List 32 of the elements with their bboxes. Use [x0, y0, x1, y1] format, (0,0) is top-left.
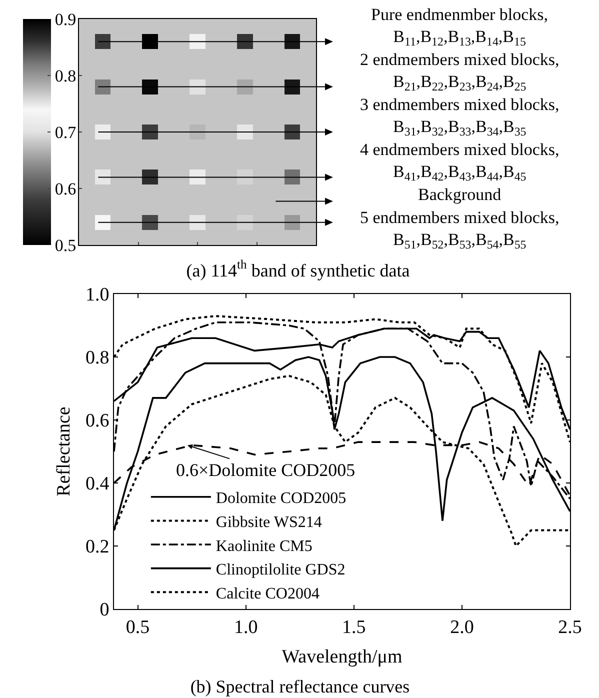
- text: 4 endmembers mixed blocks, B$_{41}$,B$_{42}$,B$_{43}$,B$_{44}$,B$_{45}$: [360, 140, 560, 184]
- color-bar-label: 0.7: [54, 122, 77, 142]
- legend-label: Gibbsite WS214: [216, 514, 322, 531]
- legend-label: Clinoptilolite GDS2: [216, 562, 346, 579]
- legend-label: Kaolinite CM5: [216, 538, 312, 555]
- x-tick-label: 2.5: [558, 616, 582, 638]
- color-bar-label: 0.9: [54, 10, 76, 29]
- y-tick-label: 0.8: [85, 348, 110, 369]
- y-tick-label: 0.4: [85, 474, 110, 495]
- text: 5 endmembers mixed blocks, B$_{51}$,B$_{52}$,B$_{53}$,B$_{54}$,B$_{55}$: [360, 208, 560, 252]
- x-axis-title: Wavelength/μm: [282, 646, 402, 668]
- legend-label: Dolomite COD2005: [216, 490, 346, 508]
- text: Background: [418, 185, 502, 204]
- text: (b) Spectral reflectance curves: [190, 676, 410, 696]
- x-tick-label: 1.5: [342, 616, 366, 638]
- y-tick-label: 0.6: [85, 410, 110, 432]
- annotation: 0.6×Dolomite COD2005: [176, 460, 356, 480]
- color-bar-label: 0.8: [54, 66, 76, 86]
- text: Pure endmenmber blocks, B$_{11}$,B$_{12}$,B$_{13}$,B$_{14}$,B$_{15}$: [371, 5, 548, 49]
- color-bar-label: 0.5: [54, 236, 76, 255]
- y-tick-label: 0.2: [85, 536, 110, 558]
- y-tick-label: 1.0: [85, 284, 110, 306]
- y-tick-label: 0: [100, 600, 110, 621]
- x-tick-label: 0.5: [126, 616, 150, 638]
- text: (a) 114$^{th}$ band of synthetic data: [186, 258, 410, 280]
- color-bar-label: 0.6: [54, 179, 76, 198]
- text: 3 endmembers mixed blocks, B$_{31}$,B$_{32}$,B$_{33}$,B$_{34}$,B$_{35}$: [360, 95, 560, 139]
- text: 2 endmembers mixed blocks, B$_{21}$,B$_{22}$,B$_{23}$,B$_{24}$,B$_{25}$: [360, 50, 560, 94]
- x-tick-label: 1.0: [234, 616, 258, 638]
- x-tick-label: 2.0: [450, 616, 474, 638]
- y-axis-title: Reflectance: [53, 406, 74, 496]
- legend-label: Calcite CO2004: [216, 585, 320, 602]
